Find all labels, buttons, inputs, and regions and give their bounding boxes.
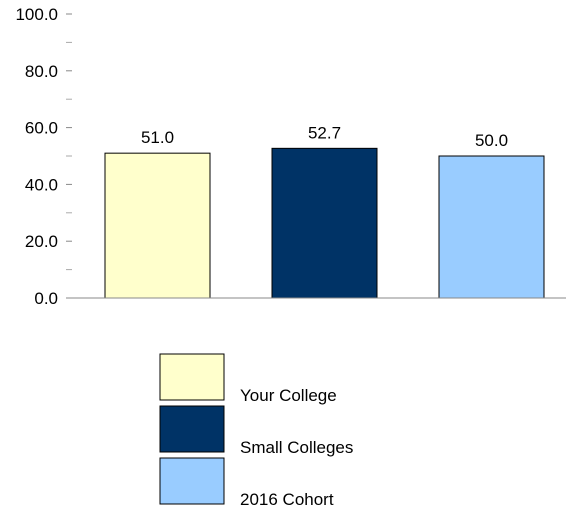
legend-swatch-1 bbox=[159, 353, 225, 401]
legend: Your College Small Colleges 2016 Cohort bbox=[159, 353, 353, 509]
legend-label-3: 2016 Cohort bbox=[240, 490, 334, 509]
data-label-2: 52.7 bbox=[308, 123, 341, 142]
y-tick-label: 0.0 bbox=[34, 289, 58, 308]
legend-label-1: Your College bbox=[240, 386, 337, 405]
data-label-3: 50.0 bbox=[475, 131, 508, 150]
bars-group bbox=[104, 147, 545, 299]
legend-swatch-2 bbox=[159, 405, 225, 453]
y-tick-label: 80.0 bbox=[25, 62, 58, 81]
data-label-1: 51.0 bbox=[141, 128, 174, 147]
bar-3 bbox=[438, 155, 545, 299]
y-tick-label: 40.0 bbox=[25, 175, 58, 194]
legend-swatch-3 bbox=[159, 457, 225, 505]
y-tick-label: 60.0 bbox=[25, 119, 58, 138]
data-labels-group: 51.0 52.7 50.0 bbox=[141, 123, 508, 150]
bar-2 bbox=[271, 147, 378, 299]
y-tick-label: 100.0 bbox=[15, 5, 58, 24]
y-tick-label: 20.0 bbox=[25, 232, 58, 251]
bar-1 bbox=[104, 152, 211, 299]
legend-label-2: Small Colleges bbox=[240, 438, 353, 457]
y-axis: 0.0 20.0 40.0 60.0 80.0 100.0 bbox=[15, 5, 72, 308]
